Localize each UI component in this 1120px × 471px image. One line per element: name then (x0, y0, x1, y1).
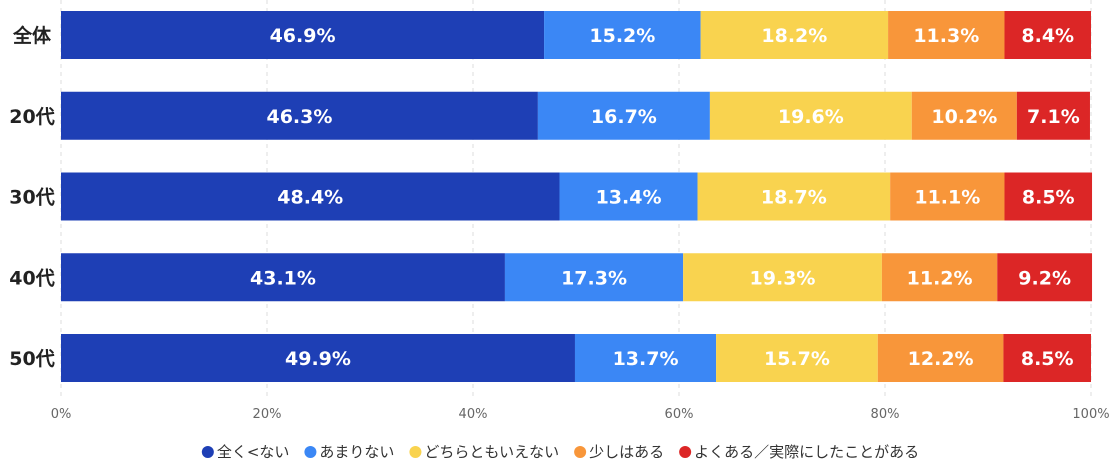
category-label: 20代 (9, 106, 54, 128)
legend-marker (201, 446, 214, 458)
bar-segment (997, 253, 1093, 302)
bar-segment (61, 253, 505, 302)
bar-segment (1003, 334, 1091, 382)
data-label: 46.3% (266, 106, 332, 128)
bar-segment (709, 91, 912, 140)
legend-item: どちらともいえない (409, 443, 559, 461)
x-tick-label: 80% (871, 407, 900, 422)
data-label: 8.4% (1021, 25, 1074, 47)
legend-label: よくある／実際にしたことがある (694, 443, 919, 461)
grid-layer (60, 0, 1092, 398)
bar-segment (683, 253, 882, 302)
legend-marker (304, 446, 317, 458)
data-label: 12.2% (908, 348, 974, 370)
data-label: 16.7% (591, 106, 657, 128)
bar-segment (574, 334, 717, 382)
category-labels: 全体 20代 30代 40代 50代 (9, 24, 54, 370)
category-label: 40代 (9, 267, 54, 289)
legend-item: あまりない (304, 443, 394, 461)
data-label: 19.3% (750, 267, 816, 289)
bar-segment (700, 11, 889, 59)
bar-segment (1004, 11, 1091, 59)
bar-segment (1016, 91, 1090, 140)
data-label: 46.9% (270, 25, 336, 47)
bar-segment (888, 11, 1005, 59)
bar-segment (61, 334, 575, 382)
bar-segment (1004, 172, 1093, 221)
legend-marker (574, 446, 587, 458)
bar-segment (61, 91, 538, 140)
data-label: 8.5% (1022, 187, 1075, 209)
x-tick-label: 0% (51, 407, 72, 422)
legend-label: あまりない (319, 443, 394, 461)
bars-layer: 46.9% 15.2% 18.2% 11.3% 8.4% 46.3% 16.7% 19.6% 1… (61, 11, 1093, 382)
data-label: 15.2% (589, 25, 655, 47)
bar-segment (61, 172, 560, 221)
bar-segment (544, 11, 701, 59)
x-tick-label: 100% (1072, 407, 1109, 422)
bar-segment (911, 91, 1017, 140)
data-label: 17.3% (561, 267, 627, 289)
data-label: 11.3% (913, 25, 979, 47)
legend: 全く<ない あまりない どちらともいえない 少しはある よくある／実際にしたことがある (201, 443, 919, 461)
category-label: 50代 (9, 348, 54, 370)
legend-marker (409, 446, 422, 458)
data-label: 48.4% (277, 187, 343, 209)
data-label: 8.5% (1021, 348, 1074, 370)
x-axis-ticks: 0% 20% 40% 60% 80% 100% (51, 407, 1110, 422)
data-label: 11.2% (907, 267, 973, 289)
data-label: 13.4% (596, 187, 662, 209)
bar-segment (697, 172, 891, 221)
data-label: 43.1% (250, 267, 316, 289)
category-label: 全体 (12, 24, 52, 47)
data-label: 18.2% (761, 25, 827, 47)
legend-label: 少しはある (589, 443, 664, 461)
legend-item: 少しはある (574, 443, 664, 461)
data-label: 15.7% (764, 348, 830, 370)
x-tick-label: 20% (253, 407, 282, 422)
legend-label: 全く<ない (217, 443, 290, 461)
bar-segment (537, 91, 710, 140)
category-label: 30代 (9, 187, 54, 209)
bar-segment (559, 172, 698, 221)
legend-item: よくある／実際にしたことがある (679, 443, 919, 461)
bar-segment (716, 334, 878, 382)
data-label: 7.1% (1027, 106, 1080, 128)
bar-segment (890, 172, 1005, 221)
bar-segment (504, 253, 684, 302)
legend-item: 全く<ない (201, 443, 290, 461)
data-label: 13.7% (613, 348, 679, 370)
x-tick-label: 40% (459, 407, 488, 422)
bar-segment (877, 334, 1004, 382)
bar-segment (881, 253, 998, 302)
data-label: 19.6% (778, 106, 844, 128)
data-label: 9.2% (1018, 267, 1071, 289)
legend-label: どちらともいえない (424, 443, 559, 461)
data-label: 18.7% (761, 187, 827, 209)
x-tick-label: 60% (665, 407, 694, 422)
bar-segment (61, 11, 545, 59)
data-label: 11.1% (914, 187, 980, 209)
legend-marker (679, 446, 692, 458)
data-label: 10.2% (931, 106, 997, 128)
data-label: 49.9% (285, 348, 351, 370)
